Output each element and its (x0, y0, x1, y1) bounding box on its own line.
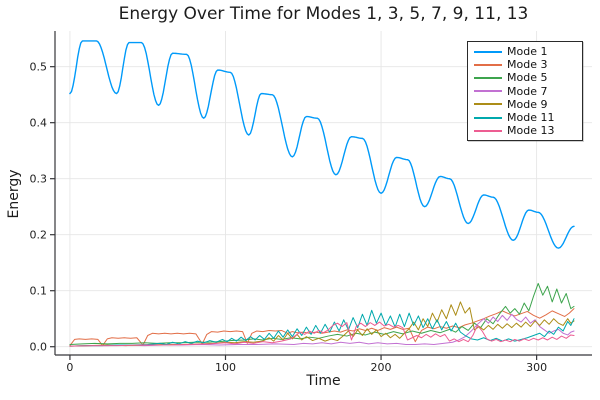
legend-label: Mode 3 (507, 58, 548, 72)
legend-item-mode-11: Mode 11 (474, 111, 582, 124)
series-line-mode-9 (69, 301, 575, 347)
series-line-mode-5 (69, 282, 575, 345)
legend-item-mode-1: Mode 1 (474, 45, 582, 58)
x-tick-label: 0 (66, 361, 73, 374)
y-tick-label: 0.2 (30, 228, 48, 241)
legend-line-swatch (474, 116, 502, 119)
legend-line-swatch (474, 103, 502, 106)
chart-title: Energy Over Time for Modes 1, 3, 5, 7, 9… (118, 4, 529, 24)
y-tick-label: 0.5 (30, 60, 48, 73)
series-line-mode-1 (69, 40, 575, 249)
y-tick-label: 0.0 (30, 341, 48, 354)
legend-line-swatch (474, 50, 502, 53)
legend-line-swatch (474, 76, 502, 79)
legend-label: Mode 1 (507, 45, 548, 59)
y-tick-label: 0.3 (30, 172, 48, 185)
legend-label: Mode 13 (507, 124, 555, 138)
legend-line-swatch (474, 129, 502, 132)
legend-item-mode-7: Mode 7 (474, 85, 582, 98)
legend-label: Mode 5 (507, 71, 548, 85)
y-axis-label: Energy (6, 169, 22, 219)
x-axis-label: Time (306, 373, 341, 389)
series-line-mode-7 (69, 313, 575, 347)
y-tick-label: 0.1 (30, 285, 48, 298)
legend-item-mode-9: Mode 9 (474, 98, 582, 111)
series-line-mode-11 (69, 309, 575, 347)
legend-item-mode-3: Mode 3 (474, 58, 582, 71)
legend-label: Mode 11 (507, 111, 555, 125)
legend-item-mode-5: Mode 5 (474, 71, 582, 84)
legend-label: Mode 7 (507, 84, 548, 98)
legend-label: Mode 9 (507, 97, 548, 111)
x-tick-label: 100 (215, 361, 236, 374)
series-line-mode-13 (69, 321, 575, 347)
legend-line-swatch (474, 90, 502, 93)
legend-line-swatch (474, 63, 502, 66)
x-tick-label: 200 (371, 361, 392, 374)
y-tick-label: 0.4 (30, 116, 48, 129)
x-tick-label: 300 (526, 361, 547, 374)
legend-box: Mode 1 Mode 3 Mode 5 Mode 7 Mode 9 Mode 11 Mod… (467, 41, 583, 142)
legend-item-mode-13: Mode 13 (474, 124, 582, 137)
